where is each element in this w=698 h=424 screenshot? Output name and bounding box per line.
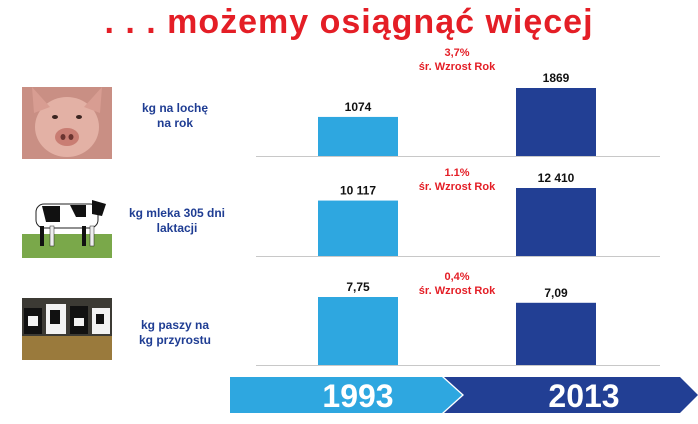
row-label-line: kg mleka 305 dni <box>128 206 226 220</box>
growth-label: śr. Wzrost Rok <box>418 285 496 297</box>
bar-2013 <box>516 302 596 365</box>
row-label-sow: kg na lochę na rok <box>115 101 235 131</box>
row-label-line: kg przyrostu <box>138 333 211 347</box>
pig-photo <box>22 87 112 159</box>
page-title: . . . możemy osiągnąć więcej <box>104 3 594 41</box>
data-label: 7,75 <box>346 280 370 294</box>
growth-pct: 1.1% <box>444 167 470 179</box>
row-label-line: kg paszy na <box>140 318 210 332</box>
bar-2013 <box>516 88 596 156</box>
growth-badge: 0,4% śr. Wzrost Rok <box>397 270 517 298</box>
row-label-line: na rok <box>156 116 193 130</box>
bar-2013 <box>516 188 596 256</box>
data-label: 1074 <box>345 100 372 114</box>
growth-pct: 0,4% <box>444 271 470 283</box>
bar-1993 <box>318 297 398 365</box>
row-label-milk: kg mleka 305 dni laktacji <box>117 206 237 236</box>
data-label: 1869 <box>543 71 570 85</box>
growth-label: śr. Wzrost Rok <box>418 61 496 73</box>
data-label: 12 410 <box>538 171 575 185</box>
row-label-line: laktacji <box>156 221 198 235</box>
cow-photo <box>22 190 112 258</box>
bar-1993 <box>318 116 398 156</box>
growth-pct: 3,7% <box>444 47 470 59</box>
growth-badge: 1.1% śr. Wzrost Rok <box>397 166 517 194</box>
cattle-feeding-photo <box>22 298 112 360</box>
bar-1993 <box>318 200 398 256</box>
data-label: 7,09 <box>544 286 568 300</box>
growth-badge: 3,7% śr. Wzrost Rok <box>397 46 517 74</box>
row-label-feed: kg paszy na kg przyrostu <box>115 318 235 348</box>
data-label: 10 117 <box>340 184 376 198</box>
growth-label: śr. Wzrost Rok <box>418 181 496 193</box>
row-label-line: kg na lochę <box>141 101 209 115</box>
